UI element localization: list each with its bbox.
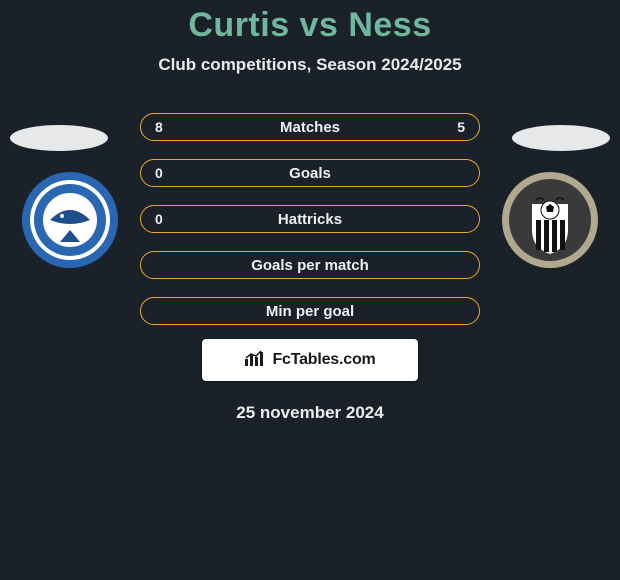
stats-table: 8 Matches 5 0 Goals 0 Hattricks Goals pe… [0, 113, 620, 325]
page-title: Curtis vs Ness [188, 6, 431, 45]
stat-right-value: 5 [451, 119, 465, 135]
stat-label: Min per goal [141, 303, 479, 320]
stat-label: Goals [141, 165, 479, 182]
fctables-chart-icon [244, 349, 266, 372]
stat-label: Matches [141, 119, 479, 136]
stat-left-value: 0 [155, 165, 169, 181]
stat-row-matches: 8 Matches 5 [140, 113, 480, 141]
stat-row-goals-per-match: Goals per match [140, 251, 480, 279]
page-subtitle: Club competitions, Season 2024/2025 [158, 55, 461, 75]
stat-row-min-per-goal: Min per goal [140, 297, 480, 325]
fctables-label: FcTables.com [272, 351, 375, 369]
stat-left-value: 0 [155, 211, 169, 227]
stat-left-value: 8 [155, 119, 169, 135]
date-label: 25 november 2024 [236, 403, 383, 423]
stat-label: Hattricks [141, 211, 479, 228]
stat-row-hattricks: 0 Hattricks [140, 205, 480, 233]
stat-row-goals: 0 Goals [140, 159, 480, 187]
stat-label: Goals per match [141, 257, 479, 274]
fctables-badge[interactable]: FcTables.com [202, 339, 418, 381]
